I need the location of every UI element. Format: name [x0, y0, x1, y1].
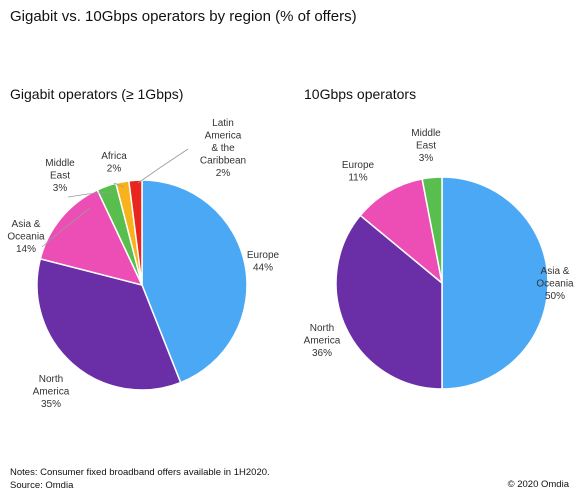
pie-1-leader-line — [67, 191, 112, 198]
copyright-text: © 2020 Omdia — [507, 479, 569, 490]
pie-1-data-label: Asia & Oceania 14% — [7, 219, 45, 255]
pie-1-data-label: North America 35% — [33, 374, 70, 410]
source-text: Source: Omdia — [10, 480, 74, 491]
pie-2-data-label: Middle East 3% — [411, 128, 441, 164]
notes-text: Notes: Consumer fixed broadband offers a… — [10, 467, 270, 478]
notes-block: Notes: Consumer fixed broadband offers a… — [10, 466, 270, 492]
pie-1-leader-line — [113, 182, 125, 188]
pie-2-data-label: Asia & Oceania 50% — [536, 266, 574, 302]
pie-1-leader-line — [41, 207, 91, 248]
pie-2-data-label: Europe 11% — [342, 160, 375, 184]
pie-1-slice-asia-oceania — [39, 188, 144, 287]
pie-1-title: Gigabit operators (≥ 1Gbps) — [10, 86, 184, 102]
pie-1-data-label: Middle East 3% — [45, 158, 75, 194]
pie-2-data-label: North America 36% — [304, 323, 341, 359]
pie-2-slice-north-america — [335, 214, 443, 390]
pie-1-slice-europe — [141, 179, 248, 384]
chart-title: Gigabit vs. 10Gbps operators by region (… — [10, 8, 357, 25]
pie-2-slice-europe — [359, 178, 444, 285]
pie-2-slice-middle-east — [421, 176, 443, 284]
pie-1-data-label: Africa 2% — [101, 151, 127, 175]
pie-1-data-label: Europe 44% — [247, 250, 280, 274]
pie-1-leader-line — [137, 148, 189, 184]
pie-1-data-label: Latin America & the Caribbean 2% — [200, 118, 246, 179]
pie-2-title: 10Gbps operators — [304, 86, 417, 102]
pie-1-slice-north-america — [36, 257, 182, 391]
pie-2-slice-asia-oceania — [441, 176, 549, 390]
